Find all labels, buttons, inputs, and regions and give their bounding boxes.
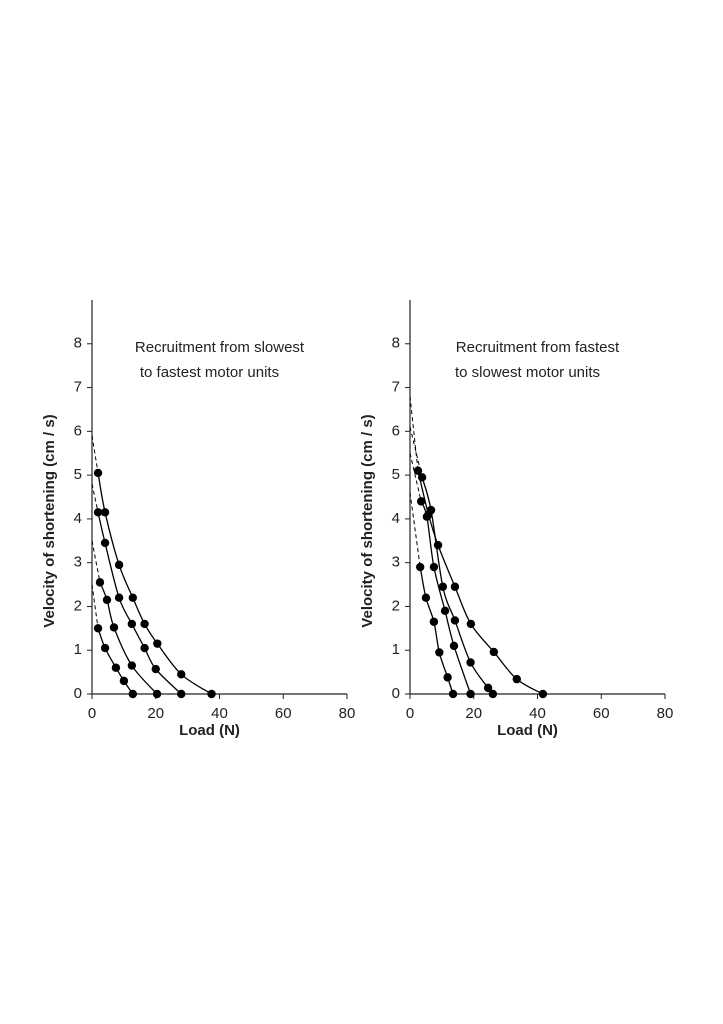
- data-point: [512, 674, 521, 684]
- data-point: [177, 670, 186, 679]
- data-point: [449, 641, 459, 651]
- extrapolation: [91, 540, 101, 583]
- data-point: [489, 647, 499, 657]
- x-tick-label: 80: [657, 705, 674, 722]
- data-point: [416, 562, 425, 572]
- chart-title: Recruitment from slowest: [135, 339, 305, 356]
- data-point: [140, 643, 149, 653]
- data-point: [443, 673, 452, 682]
- data-point: [207, 689, 216, 699]
- y-tick-label: 0: [392, 685, 400, 702]
- data-point: [429, 562, 439, 572]
- y-axis-label: Velocity of shortening (cm / s): [359, 414, 376, 627]
- x-tick-label: 20: [465, 705, 482, 722]
- curve: [97, 512, 182, 695]
- y-axis-label: Velocity of shortening (cm / s): [41, 414, 58, 627]
- y-tick-label: 2: [392, 597, 400, 614]
- x-tick-label: 60: [593, 705, 610, 722]
- data-point: [151, 664, 160, 674]
- y-tick-label: 8: [392, 335, 400, 352]
- y-tick-label: 2: [74, 597, 82, 614]
- extrapolation: [91, 584, 99, 629]
- data-point: [93, 508, 103, 517]
- extrapolation: [91, 483, 99, 513]
- data-point: [127, 661, 137, 670]
- curve: [97, 628, 134, 695]
- data-point: [102, 595, 112, 605]
- x-tick-label: 40: [529, 705, 546, 722]
- extrapolation: [409, 396, 419, 471]
- x-tick-label: 60: [275, 705, 292, 722]
- y-tick-label: 4: [74, 510, 82, 527]
- x-axis-label: Load (N): [497, 722, 558, 739]
- data-point: [93, 468, 103, 478]
- y-tick-label: 3: [74, 554, 82, 571]
- extrapolation: [409, 492, 421, 568]
- data-point: [416, 497, 426, 506]
- data-point: [100, 643, 110, 653]
- data-point: [114, 593, 124, 602]
- data-point: [433, 540, 443, 550]
- data-point: [466, 658, 475, 667]
- data-point: [95, 578, 105, 587]
- extrapolation: [91, 435, 99, 474]
- data-point: [153, 639, 162, 648]
- data-point: [177, 689, 186, 699]
- data-point: [466, 619, 476, 629]
- y-tick-label: 7: [392, 379, 400, 396]
- data-point: [128, 593, 137, 602]
- data-point: [100, 508, 110, 517]
- data-point: [140, 619, 149, 629]
- curve: [417, 470, 544, 695]
- data-point: [450, 582, 460, 591]
- data-point: [152, 689, 162, 699]
- data-point: [109, 623, 119, 632]
- data-point: [127, 619, 137, 629]
- x-tick-label: 0: [88, 705, 96, 722]
- data-point: [128, 689, 137, 699]
- data-point: [440, 606, 450, 616]
- extrapolation: [409, 453, 422, 502]
- data-point: [429, 617, 439, 626]
- data-point: [100, 538, 110, 548]
- data-point: [466, 689, 475, 699]
- x-axis-label: Load (N): [179, 722, 240, 739]
- x-tick-label: 80: [339, 705, 356, 722]
- y-tick-label: 3: [392, 554, 400, 571]
- chart-title: to fastest motor units: [140, 364, 279, 381]
- data-point: [488, 689, 498, 699]
- y-tick-label: 1: [392, 641, 400, 658]
- y-tick-label: 1: [74, 641, 82, 658]
- y-tick-label: 6: [74, 422, 82, 439]
- y-tick-label: 8: [74, 335, 82, 352]
- data-point: [424, 510, 433, 519]
- x-tick-label: 40: [211, 705, 228, 722]
- data-point: [450, 616, 460, 625]
- y-tick-label: 5: [74, 466, 82, 483]
- data-point: [483, 683, 493, 693]
- y-tick-label: 0: [74, 685, 82, 702]
- y-tick-label: 6: [392, 422, 400, 439]
- y-tick-label: 4: [392, 510, 400, 527]
- chart-title: to slowest motor units: [455, 364, 600, 381]
- chart-title: Recruitment from fastest: [456, 339, 620, 356]
- data-point: [114, 560, 124, 570]
- x-tick-label: 20: [147, 705, 164, 722]
- data-point: [435, 648, 444, 657]
- data-point: [448, 689, 458, 699]
- data-point: [438, 582, 448, 591]
- data-point: [93, 624, 103, 633]
- data-point: [538, 689, 548, 699]
- data-point: [421, 593, 431, 602]
- y-tick-label: 5: [392, 466, 400, 483]
- data-point: [413, 466, 423, 475]
- x-tick-label: 0: [406, 705, 414, 722]
- y-tick-label: 7: [74, 379, 82, 396]
- data-point: [111, 663, 121, 672]
- data-point: [119, 676, 129, 686]
